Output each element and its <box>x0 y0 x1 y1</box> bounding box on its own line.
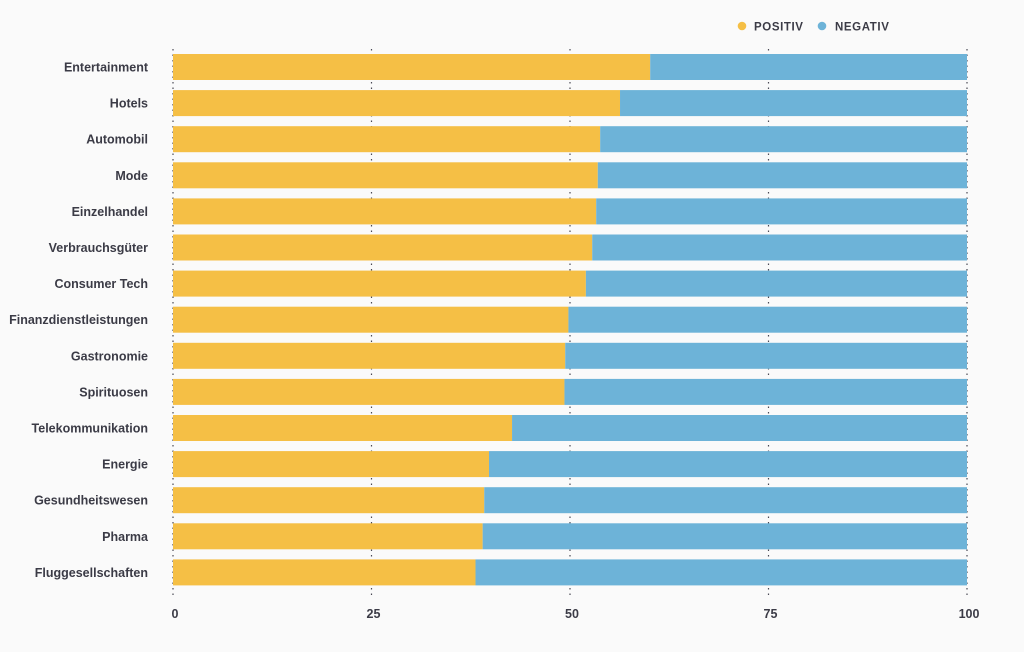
bar-row <box>173 198 967 225</box>
bar-row <box>173 162 967 189</box>
x-tick-label: 75 <box>764 607 778 621</box>
bar-row <box>173 270 967 297</box>
bar-positiv <box>173 306 569 333</box>
bar-positiv <box>173 162 598 189</box>
bar-row <box>173 487 967 514</box>
bar-negativ <box>650 54 967 80</box>
category-label: Gastronomie <box>71 349 148 363</box>
category-label: Telekommunikation <box>32 422 148 436</box>
bar-row <box>173 415 967 441</box>
bar-positiv <box>173 451 490 478</box>
category-label: Automobil <box>86 133 148 147</box>
bar-negativ <box>512 415 967 441</box>
bar-positiv <box>173 559 476 586</box>
legend-swatch-icon <box>737 21 747 31</box>
bar-negativ <box>568 306 967 333</box>
legend-label: POSITIV <box>754 22 804 34</box>
legend-label: NEGATIV <box>835 22 889 34</box>
bar-positiv <box>173 523 483 550</box>
bar-negativ <box>489 451 967 478</box>
category-label: Entertainment <box>64 61 149 75</box>
category-label: Consumer Tech <box>54 277 148 291</box>
bar-negativ <box>565 342 967 369</box>
bar-negativ <box>592 234 967 261</box>
bar-positiv <box>173 342 566 369</box>
bar-negativ <box>620 90 967 117</box>
bar-negativ <box>585 270 967 297</box>
category-label: Mode <box>115 169 148 183</box>
category-label: Einzelhandel <box>72 205 148 219</box>
bar-negativ <box>596 198 967 225</box>
bar-row <box>173 234 967 261</box>
bar-positiv <box>173 198 597 225</box>
legend-item-positiv: POSITIV <box>737 21 804 34</box>
category-label: Verbrauchsgüter <box>49 241 148 255</box>
category-label: Gesundheitswesen <box>34 494 148 508</box>
x-axis-ticks: 0 25 50 75 100 <box>172 607 980 621</box>
bar-negativ <box>564 378 967 405</box>
x-tick-label: 100 <box>959 607 980 621</box>
bar-row <box>173 342 967 369</box>
bar-positiv <box>173 90 621 117</box>
bar-positiv <box>173 54 651 80</box>
bar-row <box>173 523 967 550</box>
x-tick-label: 25 <box>367 607 381 621</box>
category-label: Fluggesellschaften <box>35 566 148 580</box>
bar-positiv <box>173 487 485 514</box>
bar-row <box>173 306 967 333</box>
category-label: Hotels <box>110 97 148 111</box>
bar-row <box>173 54 967 80</box>
bar-row <box>173 378 967 405</box>
category-labels: Entertainment Hotels Automobil Mode Einzelha… <box>9 61 149 580</box>
category-label: Spirituosen <box>79 385 148 399</box>
legend: POSITIV NEGATIV <box>737 21 889 34</box>
bar-row <box>173 559 967 586</box>
legend-item-negativ: NEGATIV <box>817 21 889 34</box>
category-label: Pharma <box>102 530 149 544</box>
bar-positiv <box>173 378 565 405</box>
bar-positiv <box>173 234 593 261</box>
x-tick-label: 50 <box>565 607 579 621</box>
bar-positiv <box>173 126 601 153</box>
bars <box>173 54 967 586</box>
bar-negativ <box>475 559 967 586</box>
bar-positiv <box>173 270 586 297</box>
category-label: Finanzdienstleistungen <box>9 313 148 327</box>
bar-row <box>173 126 967 153</box>
bar-negativ <box>482 523 967 550</box>
bar-negativ <box>597 162 967 189</box>
category-label: Energie <box>102 458 148 472</box>
x-tick-label: 0 <box>172 607 179 621</box>
bar-positiv <box>173 415 513 441</box>
bar-negativ <box>484 487 967 514</box>
bar-row <box>173 451 967 478</box>
legend-swatch-icon <box>817 21 827 31</box>
bar-negativ <box>600 126 967 153</box>
bar-row <box>173 90 967 117</box>
